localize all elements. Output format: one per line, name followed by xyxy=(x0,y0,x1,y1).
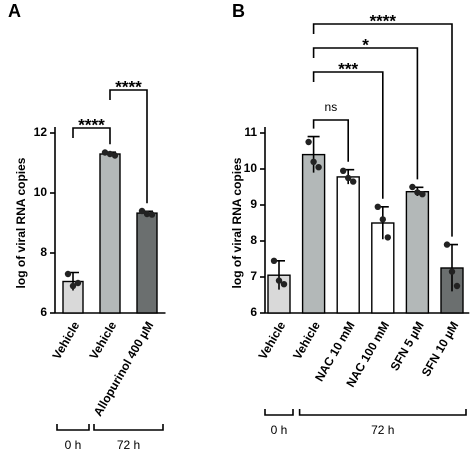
x-tick-label: Vehicle xyxy=(290,319,323,362)
group-bracket xyxy=(56,424,90,431)
y-tick-label: 12 xyxy=(34,125,48,139)
x-tick-label: SFN 5 µM xyxy=(387,319,426,373)
data-point xyxy=(453,282,461,290)
group-bracket xyxy=(93,424,164,431)
significance-label: **** xyxy=(78,115,105,134)
x-tick-label: Vehicle xyxy=(256,319,289,362)
significance-bracket xyxy=(312,47,419,180)
significance-bracket xyxy=(72,127,111,145)
significance-bracket xyxy=(312,71,384,199)
bar xyxy=(336,176,360,314)
data-point xyxy=(379,216,386,223)
data-point xyxy=(315,164,322,171)
data-point xyxy=(345,174,352,182)
y-tick-label: 11 xyxy=(244,125,257,139)
significance-label: ns xyxy=(325,100,338,114)
data-point xyxy=(69,282,77,290)
significance-bracket xyxy=(312,23,453,237)
data-point xyxy=(101,149,109,156)
data-point xyxy=(340,167,347,174)
data-point xyxy=(409,183,416,191)
data-point xyxy=(270,257,278,264)
significance-bracket xyxy=(312,119,349,162)
panel-letter: B xyxy=(232,1,245,21)
data-point xyxy=(111,152,119,159)
x-tick-label: Vehicle xyxy=(50,319,83,362)
data-point xyxy=(143,210,151,218)
panel-letter: A xyxy=(8,1,21,21)
data-point xyxy=(305,138,312,146)
significance-label: *** xyxy=(338,59,358,78)
data-point xyxy=(384,234,391,241)
data-point xyxy=(148,211,156,218)
group-bracket xyxy=(264,409,294,416)
significance-bracket xyxy=(109,89,148,204)
bar xyxy=(99,153,121,314)
y-tick-label: 10 xyxy=(244,161,258,175)
data-point xyxy=(275,277,283,284)
data-point xyxy=(448,268,456,275)
group-label: 72 h xyxy=(117,438,140,452)
y-tick-label: 6 xyxy=(250,305,257,319)
data-point xyxy=(374,203,381,210)
group-bracket xyxy=(298,409,467,416)
y-tick-label: 10 xyxy=(34,185,48,199)
significance-label: **** xyxy=(370,11,397,30)
group-label: 0 h xyxy=(65,438,82,452)
data-point xyxy=(106,150,114,158)
data-point xyxy=(310,158,317,165)
data-point xyxy=(350,178,357,185)
y-axis-label: log of viral RNA copies xyxy=(14,157,28,288)
data-point xyxy=(280,281,288,288)
significance-label: * xyxy=(362,35,369,54)
group-label: 0 h xyxy=(271,423,288,437)
data-point xyxy=(419,191,426,198)
data-point xyxy=(443,241,451,248)
y-axis-label: log of viral RNA copies xyxy=(230,157,244,288)
data-point xyxy=(414,189,421,196)
error-bar xyxy=(307,135,320,173)
bar xyxy=(301,153,326,314)
data-point xyxy=(64,270,72,278)
y-tick-label: 7 xyxy=(250,269,257,283)
bar xyxy=(405,190,430,314)
group-label: 72 h xyxy=(371,423,394,437)
significance-label: **** xyxy=(115,77,142,96)
y-tick-label: 8 xyxy=(40,245,47,259)
bar xyxy=(136,212,158,314)
x-tick-label: Vehicle xyxy=(87,319,120,362)
data-point xyxy=(138,207,146,215)
y-tick-label: 9 xyxy=(250,197,257,211)
y-tick-label: 8 xyxy=(250,233,257,247)
data-point xyxy=(74,279,82,287)
y-tick-label: 6 xyxy=(40,305,47,319)
